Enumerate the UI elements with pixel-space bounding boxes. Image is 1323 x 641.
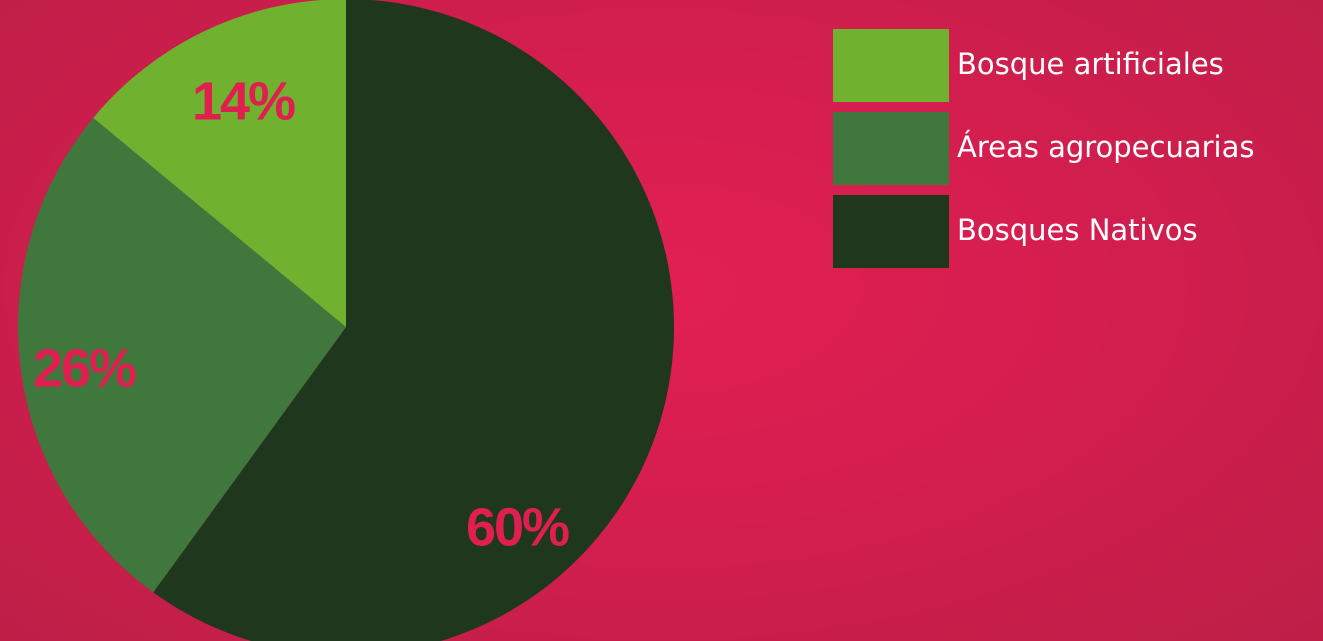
legend: Bosque artificiales Áreas agropecuarias Bo…	[833, 29, 1254, 268]
pie-slice-3	[93, 0, 346, 327]
slice-value-label: 26%	[33, 338, 136, 398]
legend-label: Bosque artificiales	[957, 47, 1224, 81]
legend-swatch	[833, 195, 949, 268]
legend-swatch	[833, 29, 949, 102]
pie-slice-1	[153, 0, 674, 641]
legend-label: Áreas agropecuarias	[957, 130, 1254, 164]
legend-label: Bosques Nativos	[957, 213, 1198, 247]
slice-value-label: 60%	[466, 497, 569, 557]
pie-slice-2	[17, 117, 347, 593]
slice-value-label: 14%	[192, 71, 295, 131]
pie-slice-labels: 60% 26% 14%	[33, 71, 571, 557]
pie-slices	[17, 0, 674, 641]
legend-swatch	[833, 112, 949, 185]
